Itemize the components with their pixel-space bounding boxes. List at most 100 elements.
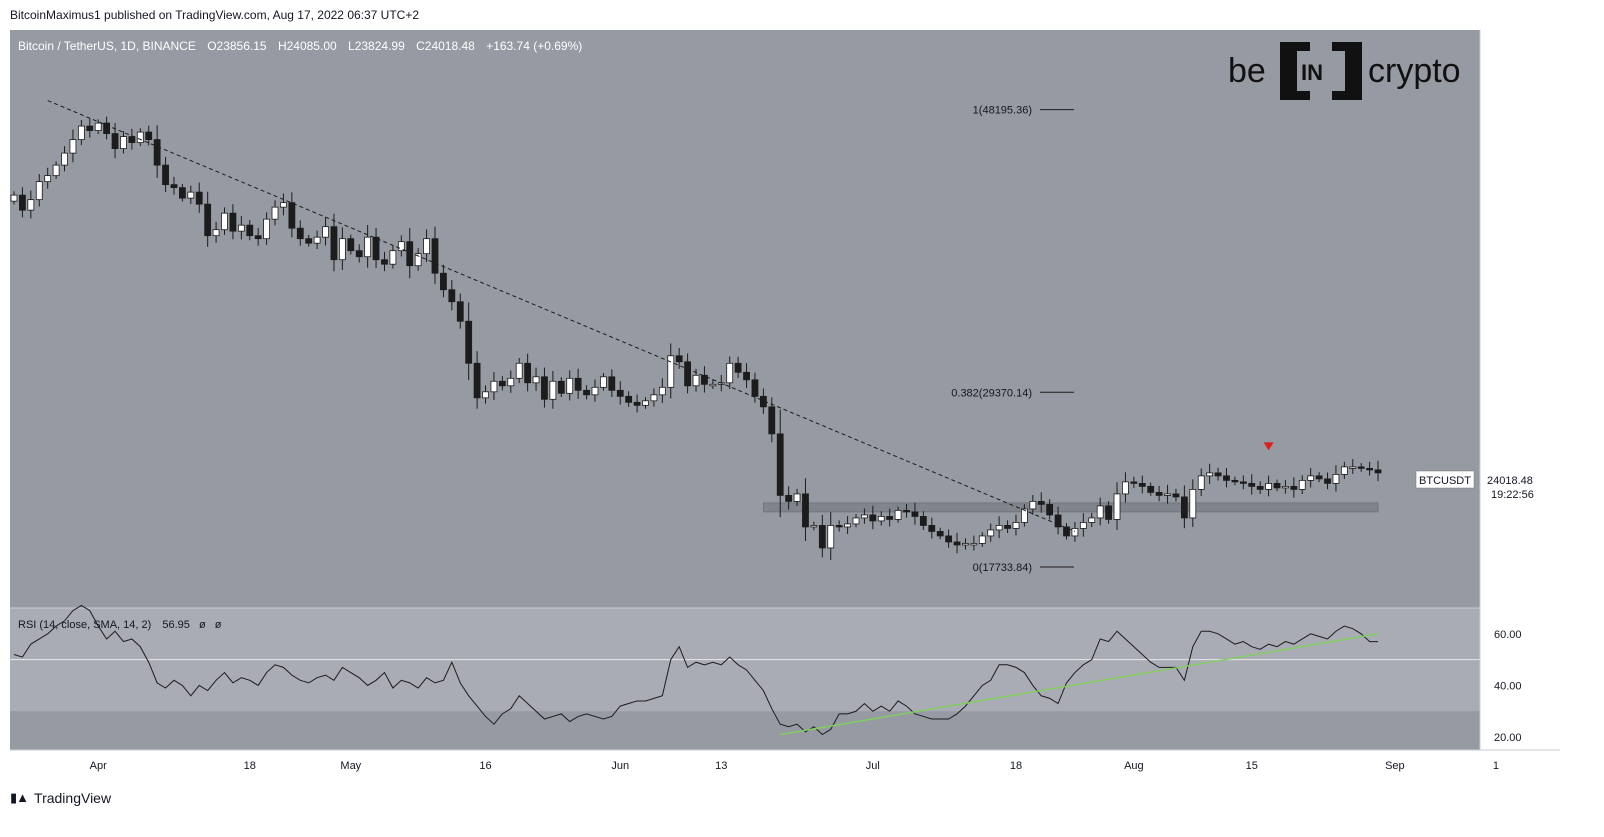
candle-body-down [802, 493, 809, 528]
candle [27, 190, 35, 219]
candle [1374, 460, 1382, 482]
candle [743, 363, 750, 389]
candle-body-down [835, 525, 843, 528]
candle [1290, 477, 1298, 498]
price-axis-tick: 20000.00 [1490, 528, 1536, 540]
candle-body-up [187, 191, 195, 199]
candle [810, 521, 818, 531]
candle-body-down [1147, 485, 1155, 493]
candle-body-down [170, 184, 178, 189]
candle [1324, 472, 1331, 490]
candle-body-up [507, 377, 515, 387]
candle-body-down [1180, 496, 1188, 519]
rsi-axis-tick: 20.00 [1494, 732, 1522, 744]
candle [911, 502, 919, 525]
candle-body-up [313, 236, 321, 244]
candle [482, 385, 489, 404]
candle-body-down [541, 376, 548, 400]
fibonacci-layer: 1(48195.36) 0.382(29370.14) 0(17733.84) [951, 105, 1074, 574]
time-axis-tick: Jun [611, 760, 629, 772]
price-axis-tick: 25000.00 [1490, 453, 1536, 465]
rsi-legend-na-1: ø [199, 619, 206, 631]
candle-body-up [1164, 493, 1171, 496]
candle-body-down [1130, 481, 1138, 484]
candle-body-up [600, 376, 607, 388]
candle-body-up [280, 202, 287, 208]
candle [52, 161, 60, 180]
candle-body-down [153, 139, 161, 166]
candle [566, 370, 574, 401]
candle-body-down [178, 187, 186, 199]
price-axis-tick: 42500.00 [1490, 190, 1536, 202]
publisher-line: BitcoinMaximus1 published on TradingView… [10, 8, 420, 22]
candle-body-up [1079, 522, 1087, 529]
candle-body-up [322, 226, 329, 238]
candle-body-down [204, 203, 212, 237]
candle [1021, 504, 1028, 527]
candle-body-down [498, 380, 506, 387]
candle-body-down [776, 433, 784, 496]
candle-body-up [894, 510, 902, 520]
candle [1366, 461, 1374, 476]
candle-body-down [381, 259, 388, 265]
candle [1096, 497, 1104, 526]
candle [1282, 479, 1289, 494]
candle [19, 187, 26, 218]
candle-body-up [1282, 485, 1289, 489]
candle [919, 511, 927, 531]
price-axis-tick: 47500.00 [1490, 115, 1536, 127]
candle-body-down [1063, 526, 1070, 537]
candle-body-down [103, 122, 111, 134]
candle-body-down [583, 389, 590, 396]
candle-body-down [431, 238, 439, 274]
candle [1332, 465, 1340, 492]
candle [1122, 472, 1129, 503]
legend-low-value: 23824.99 [355, 39, 405, 53]
candle [221, 207, 228, 235]
candle [844, 516, 851, 534]
support-zone [762, 502, 1379, 513]
candle-body-down [625, 395, 633, 403]
candle-body-up [978, 535, 986, 544]
candle-body-up [877, 516, 885, 522]
candle [768, 397, 776, 443]
candle-body-up [650, 394, 658, 402]
candle [734, 356, 742, 379]
candle-body-down [305, 238, 313, 244]
candle [1189, 479, 1197, 527]
candle-body-down [330, 226, 338, 261]
candle-body-down [1172, 493, 1180, 498]
candle-body-down [524, 362, 532, 384]
candle [574, 368, 582, 399]
legend-row: Bitcoin / TetherUS, 1D, BINANCE O23856.1… [18, 39, 582, 53]
time-axis-tick: 1 [1493, 760, 1499, 772]
btc-chart-svg[interactable]: 1(48195.36) 0.382(29370.14) 0(17733.84) US… [10, 30, 1560, 780]
candle-body-up [1088, 517, 1096, 523]
candle-body-down [574, 377, 582, 391]
candle-body-down [372, 236, 380, 261]
main-pane-background [10, 30, 1480, 608]
candle [288, 192, 296, 238]
legend-low-label: L [348, 39, 355, 53]
candle [970, 535, 978, 551]
candle [751, 372, 759, 403]
candle-body-up [338, 238, 346, 261]
chart-frame: 1(48195.36) 0.382(29370.14) 0(17733.84) US… [10, 30, 1560, 780]
rsi-trendline [780, 633, 1379, 736]
candle [1307, 468, 1315, 488]
candle-body-down [254, 235, 262, 240]
candle-body-up [566, 377, 574, 394]
time-axis-tick: 13 [715, 760, 727, 772]
logo-bracket-right-bottom [1332, 91, 1362, 100]
candle [793, 488, 801, 507]
legend-close-label: C [416, 39, 425, 53]
candle [675, 347, 683, 369]
candle-body-down [768, 406, 776, 435]
candle-body-down [1231, 479, 1239, 483]
candle-body-up [490, 380, 498, 393]
candle [456, 293, 464, 329]
candle-body-up [389, 250, 397, 265]
candle [616, 381, 624, 405]
candle [861, 508, 868, 524]
candle [322, 217, 329, 246]
